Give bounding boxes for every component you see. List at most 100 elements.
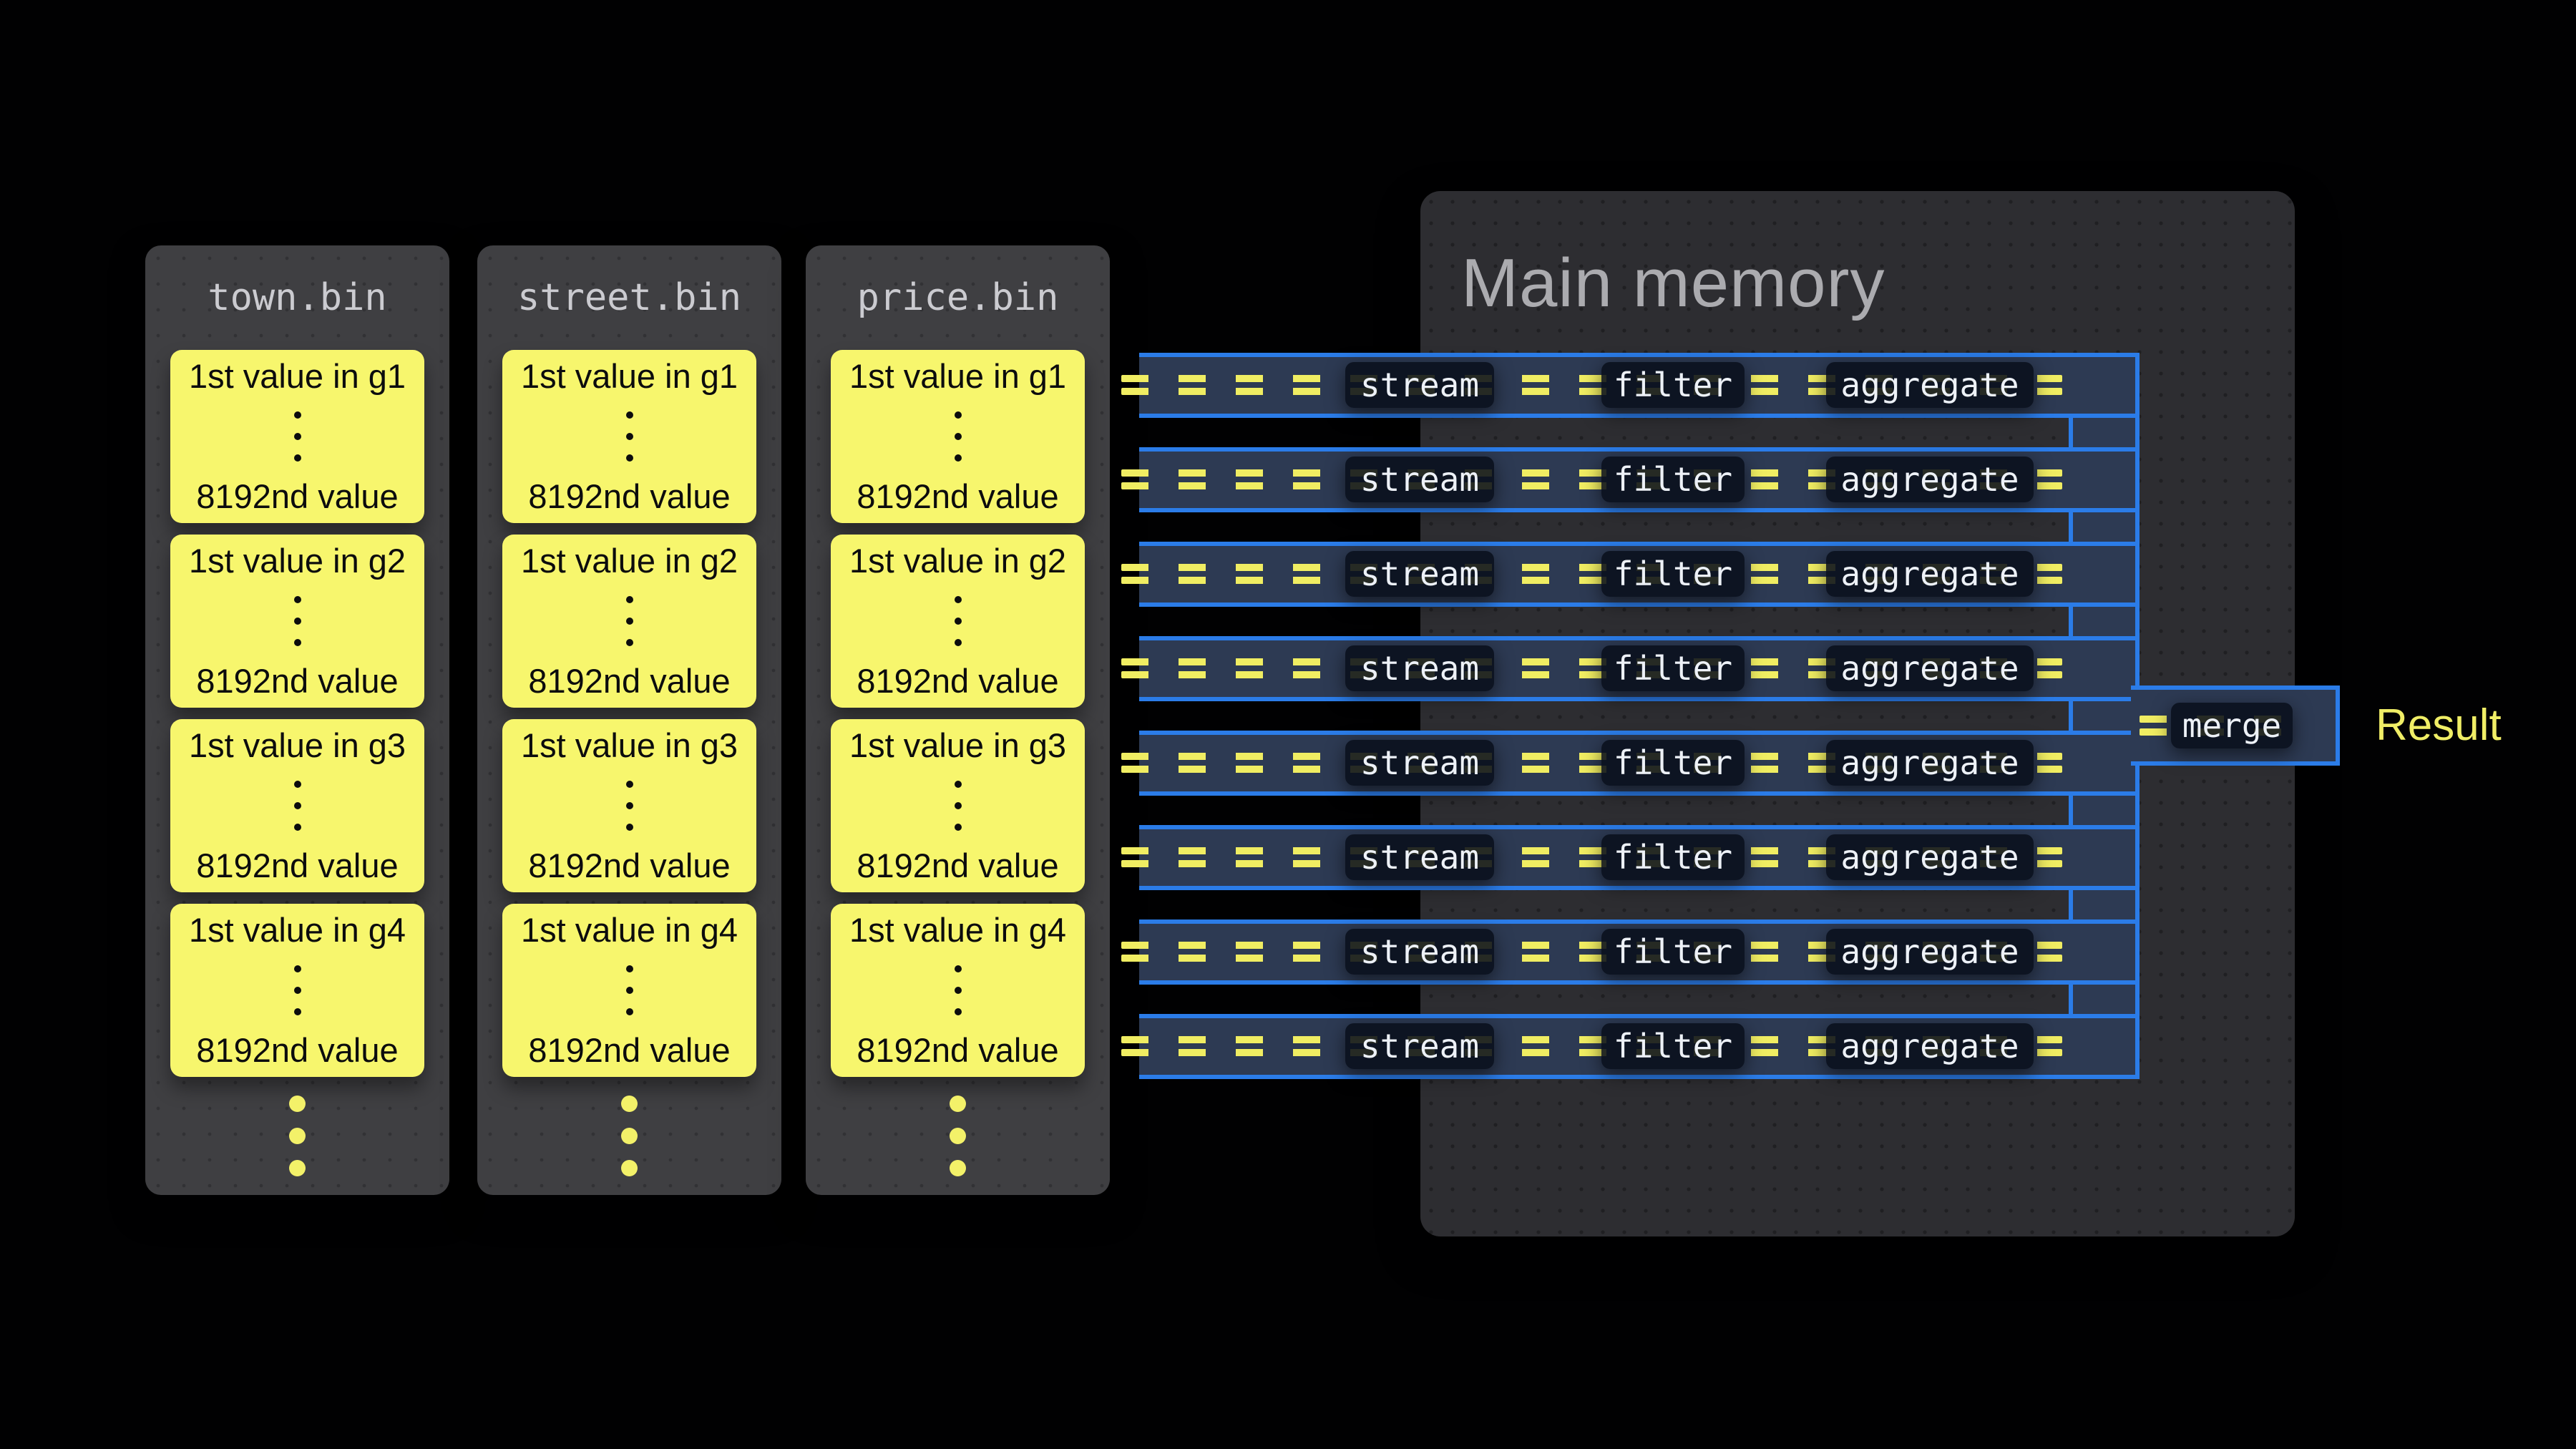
ellipsis-dot-icon [293,454,301,462]
granule-ellipsis-icon [293,781,301,831]
ellipsis-dot-icon [954,618,962,625]
stream-operator: stream [1345,1023,1494,1069]
granule-list: 1st value in g1 8192nd value 1st value i… [806,350,1110,1077]
pipeline-lane: stream filter aggregate [1121,636,2135,701]
granule-list: 1st value in g1 8192nd value 1st value i… [477,350,781,1077]
granule-box: 1st value in g4 8192nd value [502,904,756,1077]
granule-ellipsis-icon [954,965,962,1015]
granule-ellipsis-icon [625,411,633,462]
ellipsis-dot-icon [293,1008,301,1015]
granule-last-value: 8192nd value [857,661,1059,700]
granule-first-value: 1st value in g2 [520,542,738,580]
granule-box: 1st value in g3 8192nd value [502,719,756,892]
stream-operator: stream [1345,834,1494,880]
ellipsis-dot-icon [625,824,633,831]
ellipsis-dot-icon [625,1008,633,1015]
data-flow-dashes-icon [1121,375,2062,395]
granule-first-value: 1st value in g3 [849,726,1067,764]
main-memory-title: Main memory [1461,245,1885,321]
granule-ellipsis-icon [293,411,301,462]
aggregate-operator: aggregate [1826,645,2034,691]
granule-last-value: 8192nd value [857,846,1059,884]
bin-file-name: price.bin [857,276,1059,319]
bin-file-column: town.bin 1st value in g1 8192nd value 1s… [145,245,449,1195]
granule-box: 1st value in g3 8192nd value [170,719,424,892]
more-granules-ellipsis-icon [145,1096,449,1176]
granule-first-value: 1st value in g3 [520,726,738,764]
data-flow-dashes-icon [1121,942,2062,962]
filter-operator: filter [1601,929,1745,975]
pipeline-lane-connector [1139,418,2073,447]
granule-first-value: 1st value in g1 [520,357,738,395]
granule-last-value: 8192nd value [528,661,731,700]
pipeline-lane: stream filter aggregate [1121,919,2135,985]
granule-first-value: 1st value in g2 [849,542,1067,580]
granule-box: 1st value in g1 8192nd value [170,350,424,523]
data-flow-dashes-icon [1121,753,2062,773]
granule-last-value: 8192nd value [528,1030,731,1069]
filter-operator: filter [1601,645,1745,691]
granule-box: 1st value in g3 8192nd value [831,719,1085,892]
granule-ellipsis-icon [954,596,962,646]
ellipsis-dot-icon [625,639,633,646]
granule-box: 1st value in g4 8192nd value [831,904,1085,1077]
granule-first-value: 1st value in g1 [188,357,406,395]
granule-ellipsis-icon [625,781,633,831]
ellipsis-dot-icon [293,781,301,788]
filter-operator: filter [1601,551,1745,597]
ellipsis-dot-icon [954,824,962,831]
granule-ellipsis-icon [954,411,962,462]
ellipsis-dot-icon [625,411,633,419]
ellipsis-dot-icon [954,596,962,603]
result-label: Result [2376,701,2502,750]
bin-file-name: street.bin [517,276,742,319]
granule-last-value: 8192nd value [196,846,399,884]
ellipsis-dot-icon [625,781,633,788]
stream-operator: stream [1345,457,1494,502]
granule-last-value: 8192nd value [196,477,399,515]
ellipsis-dot-icon [293,596,301,603]
ellipsis-dot-icon [621,1128,638,1144]
granule-last-value: 8192nd value [196,661,399,700]
ellipsis-dot-icon [293,965,301,972]
aggregate-operator: aggregate [1826,362,2034,408]
ellipsis-dot-icon [954,781,962,788]
data-flow-dashes-icon [1121,564,2062,584]
granule-box: 1st value in g2 8192nd value [170,535,424,708]
aggregate-operator: aggregate [1826,457,2034,502]
aggregate-operator: aggregate [1826,551,2034,597]
ellipsis-dot-icon [625,618,633,625]
ellipsis-dot-icon [625,965,633,972]
granule-last-value: 8192nd value [528,477,731,515]
filter-operator: filter [1601,362,1745,408]
granule-ellipsis-icon [625,596,633,646]
pipeline-lane-connector [1139,701,2073,731]
stream-operator: stream [1345,362,1494,408]
filter-operator: filter [1601,740,1745,786]
granule-first-value: 1st value in g2 [188,542,406,580]
pipeline-lane: stream filter aggregate [1121,825,2135,890]
bin-file-column: price.bin 1st value in g1 8192nd value 1… [806,245,1110,1195]
ellipsis-dot-icon [289,1160,306,1176]
ellipsis-dot-icon [954,965,962,972]
ellipsis-dot-icon [293,987,301,994]
pipeline-lane: stream filter aggregate [1121,353,2135,418]
ellipsis-dot-icon [293,433,301,440]
granule-ellipsis-icon [293,596,301,646]
granule-box: 1st value in g2 8192nd value [502,535,756,708]
filter-operator: filter [1601,457,1745,502]
pipeline-lane-connector [1139,796,2073,825]
ellipsis-dot-icon [625,454,633,462]
ellipsis-dot-icon [950,1096,966,1112]
more-granules-ellipsis-icon [477,1096,781,1176]
pipeline-lane: stream filter aggregate [1121,731,2135,796]
ellipsis-dot-icon [293,618,301,625]
aggregate-operator: aggregate [1826,1023,2034,1069]
granule-first-value: 1st value in g4 [849,911,1067,949]
pipeline-lane: stream filter aggregate [1121,447,2135,512]
pipeline-lane-connector [1139,512,2073,542]
aggregate-operator: aggregate [1826,740,2034,786]
pipeline-lane: stream filter aggregate [1121,542,2135,607]
data-flow-dashes-icon [1121,469,2062,489]
